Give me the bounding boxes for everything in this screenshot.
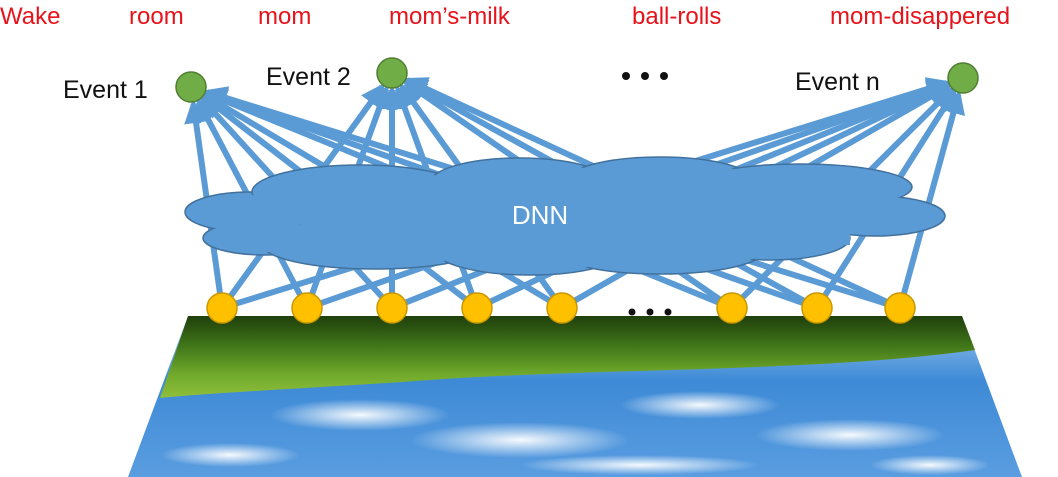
input-node <box>206 292 238 324</box>
event-label-2: Event 2 <box>266 63 351 91</box>
top-word: mom’s-milk <box>389 3 511 30</box>
input-node-row <box>206 292 916 324</box>
dnn-cloud: DNN <box>184 156 946 276</box>
dnn-label: DNN <box>512 200 568 230</box>
input-node <box>801 292 833 324</box>
top-word: ball-rolls <box>632 3 721 30</box>
input-node <box>461 292 493 324</box>
input-ellipsis <box>628 308 672 316</box>
top-word: mom-disappered <box>830 3 1010 30</box>
input-node <box>884 292 916 324</box>
event-ellipsis <box>622 72 668 80</box>
sky-clouds <box>160 391 990 475</box>
top-word: room <box>129 3 184 30</box>
top-word-row: Wake room mom mom’s-milk ball-rolls mom-… <box>0 3 1010 30</box>
event-node-2 <box>376 57 408 89</box>
grass-strip <box>160 316 975 398</box>
input-node <box>716 292 748 324</box>
input-node <box>291 292 323 324</box>
connection-arrow <box>900 89 966 296</box>
event-node-1 <box>175 71 207 103</box>
input-node <box>376 292 408 324</box>
input-node <box>546 292 578 324</box>
ground-plane <box>128 316 1022 477</box>
top-word: Wake <box>0 3 60 30</box>
event-node-n <box>947 62 979 94</box>
event-nodes <box>175 57 979 103</box>
top-word: mom <box>258 3 311 30</box>
event-label-n: Event n <box>795 68 880 96</box>
event-label-1: Event 1 <box>63 76 148 104</box>
